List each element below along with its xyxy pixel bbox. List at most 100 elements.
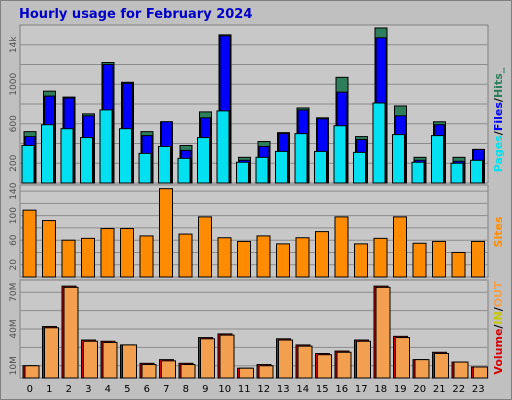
volume-out-bar — [356, 340, 371, 379]
volume-out-bar — [63, 286, 79, 379]
sites-bar — [256, 235, 271, 278]
x-tick-label: 0 — [27, 384, 33, 395]
pages-bar — [431, 135, 444, 184]
volume-out-bar — [102, 341, 118, 379]
legend-volume-part: / — [492, 324, 505, 329]
legend-pages-files-hits-part: _ — [492, 67, 505, 73]
pages-bar — [158, 145, 171, 184]
x-tick-label: 2 — [66, 384, 72, 395]
x-tick-label: 11 — [238, 384, 251, 395]
sites-bar — [334, 216, 349, 278]
pages-bar — [255, 156, 269, 184]
volume-out-bar — [297, 345, 313, 379]
sites-bar — [198, 216, 212, 278]
pages-bar — [372, 102, 386, 184]
x-tick-label: 4 — [105, 384, 111, 395]
sites-bar — [471, 240, 485, 278]
volume-out-bar — [44, 327, 59, 379]
sites-bar — [393, 216, 407, 278]
pages-bar — [80, 137, 93, 184]
sites-bar — [178, 233, 193, 278]
legend-pages-files-hits-part: Files — [492, 102, 505, 132]
sites-bar — [61, 239, 76, 278]
y-tick-label: 600 — [9, 115, 19, 132]
volume-out-bar — [473, 366, 488, 379]
x-tick-label: 16 — [335, 384, 348, 395]
legend-pages-files-hits: Pages/Files/Hits_ — [492, 67, 505, 172]
pages-bar — [392, 134, 405, 184]
x-tick-label: 9 — [202, 384, 208, 395]
x-tick-label: 18 — [374, 384, 387, 395]
y-tick-label: 40M — [9, 319, 19, 338]
volume-out-bar — [200, 338, 215, 379]
legend-volume-part: / — [492, 306, 505, 311]
legend-pages-files-hits-part: Hits — [492, 73, 505, 98]
sites-bar — [22, 209, 37, 278]
pages-bar — [177, 157, 191, 184]
pages-bar — [333, 125, 347, 184]
x-tick-label: 8 — [183, 384, 189, 395]
x-tick-label: 10 — [218, 384, 231, 395]
pages-bar — [294, 133, 308, 184]
pages-bar — [60, 128, 74, 184]
x-tick-label: 7 — [163, 384, 169, 395]
volume-out-bar — [239, 367, 254, 379]
volume-out-bar — [414, 359, 430, 379]
sites-bar — [451, 251, 466, 278]
volume-out-bar — [161, 360, 176, 379]
volume-out-bar — [219, 334, 235, 379]
x-tick-label: 13 — [277, 384, 290, 395]
legend-volume-part: OUT — [492, 281, 505, 307]
pages-bar — [236, 161, 249, 184]
x-tick-label: 19 — [394, 384, 407, 395]
pages-bar — [119, 128, 132, 184]
sites-bar — [276, 243, 290, 278]
x-tick-label: 1 — [46, 384, 52, 395]
y-tick-label: 60 — [9, 234, 19, 246]
pages-bar — [138, 152, 152, 184]
x-tick-label: 21 — [433, 384, 446, 395]
volume-out-bar — [258, 365, 274, 379]
sites-bar — [42, 220, 56, 278]
legend-volume-part: Volume — [492, 329, 505, 375]
sites-bar — [217, 237, 232, 278]
pages-bar — [216, 110, 230, 184]
sites-bar — [159, 188, 173, 278]
y-tick-label: 100 — [9, 207, 19, 224]
volume-out-bar — [83, 340, 98, 379]
y-tick-label: 140 — [9, 182, 19, 199]
pages-bar — [353, 151, 366, 184]
pages-bar — [450, 162, 464, 184]
pages-bar — [411, 161, 425, 184]
sites-bar — [139, 235, 154, 278]
sites-bar — [81, 237, 95, 278]
x-tick-label: 15 — [316, 384, 329, 395]
legend-sites: Sites — [492, 216, 505, 247]
x-tick-label: 22 — [452, 384, 465, 395]
x-tick-label: 3 — [85, 384, 91, 395]
pages-bar — [275, 150, 288, 184]
pages-bar — [99, 109, 113, 184]
volume-out-bar — [453, 361, 469, 379]
x-tick-label: 17 — [355, 384, 368, 395]
sites-bar — [100, 228, 115, 278]
volume-out-bar — [24, 365, 40, 379]
sites-bar — [295, 237, 310, 278]
volume-out-bar — [375, 286, 391, 379]
volume-out-bar — [180, 364, 196, 379]
pages-bar — [21, 144, 35, 184]
pages-bar — [470, 159, 483, 184]
legend-volume-part: IN — [492, 311, 505, 324]
volume-out-bar — [336, 351, 352, 379]
y-tick-label: 70M — [9, 283, 19, 302]
x-tick-label: 20 — [413, 384, 426, 395]
pages-bar — [41, 124, 54, 184]
y-tick-label: 1000 — [9, 73, 19, 96]
legend-volume: Volume/IN/OUT — [492, 281, 505, 375]
pages-bar — [314, 150, 327, 184]
pages-bar — [197, 137, 210, 184]
legend-pages-files-hits-part: Pages — [492, 135, 505, 173]
x-tick-label: 5 — [124, 384, 130, 395]
x-tick-label: 12 — [257, 384, 270, 395]
